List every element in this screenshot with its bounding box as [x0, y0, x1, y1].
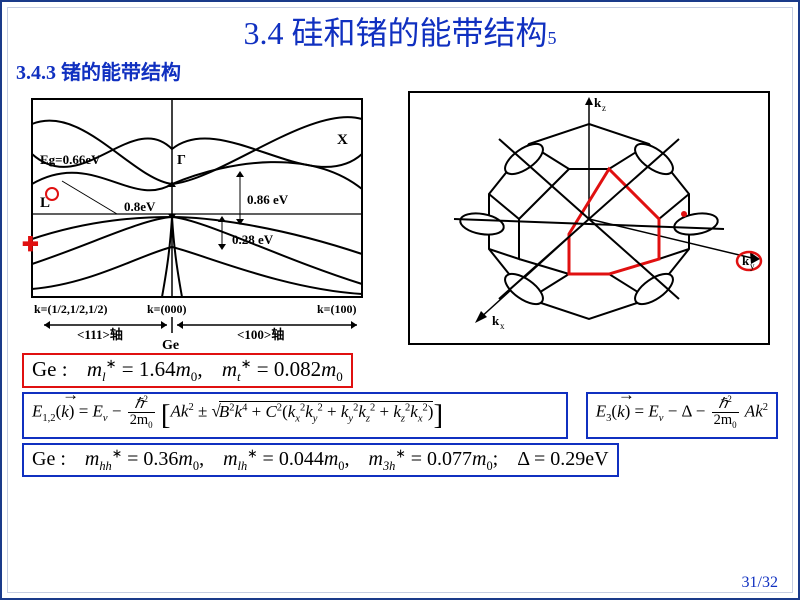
cursor-icon: ✚	[22, 232, 39, 257]
svg-text:k: k	[594, 95, 602, 110]
eq-valence-E12: E1,2(→k) = Ev − ℏ22m0 [Ak2 ± √ B2k4 + C2…	[22, 392, 568, 439]
svg-text:Γ: Γ	[177, 153, 186, 168]
band-structure-diagram: Eg=0.66eV L X Γ 0.8eV 0.86 eV 0.28 eV k=…	[22, 89, 372, 349]
svg-text:x: x	[500, 321, 505, 331]
eq-valence-E3: E3(→k) = Ev − Δ − ℏ22m0 Ak2	[586, 392, 778, 439]
svg-text:Ge: Ge	[162, 338, 179, 349]
svg-text:k=(000): k=(000)	[147, 302, 187, 316]
svg-text:0.8eV: 0.8eV	[124, 199, 156, 214]
svg-text:y: y	[750, 261, 755, 271]
section-subtitle: 3.4.3 锗的能带结构	[16, 56, 798, 85]
svg-text:Eg=0.66eV: Eg=0.66eV	[40, 152, 101, 167]
slide-title: 3.4 硅和锗的能带结构	[243, 15, 547, 51]
page-number: 31/32	[742, 574, 778, 592]
svg-text:z: z	[602, 103, 606, 113]
slide-title-index: 5	[548, 28, 557, 48]
eq-effective-masses: Ge : ml∗ = 1.64m0, mt∗ = 0.082m0	[22, 353, 353, 388]
eq-hole-masses: Ge : mhh∗ = 0.36m0, mlh∗ = 0.044m0, m3h∗…	[22, 443, 619, 477]
svg-text:<111>轴: <111>轴	[77, 327, 123, 342]
svg-text:k=(1/2,1/2,1/2): k=(1/2,1/2,1/2)	[34, 302, 108, 316]
svg-text:0.86 eV: 0.86 eV	[247, 192, 289, 207]
brillouin-zone-diagram: kz ky kx	[404, 89, 774, 349]
svg-text:k: k	[492, 313, 500, 328]
svg-text:L: L	[40, 195, 50, 211]
svg-text:k=(100): k=(100)	[317, 302, 357, 316]
svg-text:k: k	[742, 253, 750, 268]
svg-text:0.28 eV: 0.28 eV	[232, 232, 274, 247]
svg-text:X: X	[337, 132, 348, 148]
svg-text:<100>轴: <100>轴	[237, 327, 284, 342]
